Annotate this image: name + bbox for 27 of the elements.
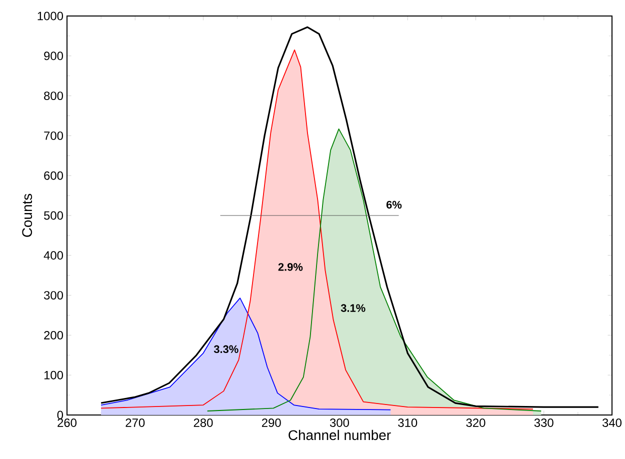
x-tick-label: 280 [194, 418, 213, 427]
x-axis-title: Channel number [288, 430, 391, 440]
y-tick-label: 300 [44, 291, 64, 300]
y-tick-label: 500 [44, 211, 64, 220]
y-tick-label: 100 [44, 370, 64, 380]
y-tick-label: 800 [44, 92, 64, 100]
y-tick-label: 700 [44, 131, 64, 140]
x-tick-label: 340 [602, 418, 622, 427]
y-axis-title: Counts [22, 194, 32, 237]
annotation: 3.1% [340, 304, 366, 312]
x-tick-label: 310 [398, 418, 418, 427]
x-tick-label: 260 [58, 418, 77, 427]
line-series [100, 26, 600, 408]
y-tick-label: 900 [44, 52, 64, 60]
annotation: 3.3% [214, 345, 238, 354]
x-tick-label: 290 [262, 418, 281, 427]
annotation: 2.9% [278, 263, 303, 271]
x-tick-label: 330 [534, 418, 554, 427]
y-tick-label: 400 [44, 251, 64, 260]
y-tick-label: 600 [44, 171, 64, 180]
x-tick-label: 300 [330, 418, 350, 427]
x-tick-label: 270 [126, 418, 145, 427]
y-tick-label: 1000 [38, 12, 64, 20]
x-tick-label: 320 [466, 418, 486, 427]
annotation: 6% [386, 200, 402, 209]
y-tick-label: 0 [57, 410, 64, 420]
y-tick-label: 200 [44, 330, 64, 340]
